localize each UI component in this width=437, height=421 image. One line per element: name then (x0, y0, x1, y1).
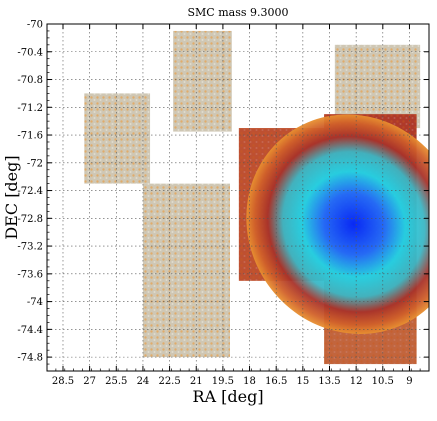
grid-lines (47, 23, 429, 371)
y-tick-label: -72.4 (17, 186, 43, 197)
tile-texture (84, 93, 151, 184)
x-tick-label: 13.5 (318, 376, 340, 387)
x-tick-label: 24 (137, 376, 150, 387)
y-tick-label: -70.4 (17, 47, 43, 58)
y-tick-label: -70.8 (17, 75, 43, 86)
x-tick-label: 16.5 (265, 376, 287, 387)
y-axis-label: DEC [deg] (2, 155, 21, 239)
x-tick-label: 28.5 (52, 376, 74, 387)
y-tick-label: -72 (27, 158, 43, 169)
y-tick-label: -74.8 (17, 353, 43, 364)
x-tick-label: 18 (243, 376, 256, 387)
y-tick-label: -74 (27, 297, 43, 308)
mass-peak (246, 114, 429, 334)
tile-layer (84, 30, 429, 365)
x-tick-label: 21 (190, 376, 203, 387)
x-tick-label: 22.5 (158, 376, 180, 387)
y-tick-label: -74.4 (17, 325, 43, 336)
x-tick-label: 12 (350, 376, 363, 387)
ticks: 28.5 27 25.5 24 22.5 21 19.5 18 16.5 15 13.5 12 10.5… (17, 20, 429, 387)
x-axis-label: RA [deg] (192, 387, 263, 406)
y-tick-label: -72.8 (17, 214, 43, 225)
y-tick-label: -70 (27, 20, 43, 31)
y-tick-label: -73.6 (17, 269, 43, 280)
x-tick-label: 10.5 (372, 376, 394, 387)
tile-texture (173, 30, 232, 132)
tile-texture (142, 183, 231, 358)
x-tick-label: 25.5 (105, 376, 127, 387)
x-tick-label: 15 (296, 376, 309, 387)
y-tick-label: -71.6 (17, 131, 43, 142)
chart-title: SMC mass 9.3000 (188, 6, 289, 19)
y-tick-label: -73.2 (17, 242, 43, 253)
x-tick-label: 27 (83, 376, 96, 387)
x-tick-label: 19.5 (212, 376, 234, 387)
x-tick-label: 9 (406, 376, 412, 387)
y-tick-label: -71.2 (17, 103, 43, 114)
